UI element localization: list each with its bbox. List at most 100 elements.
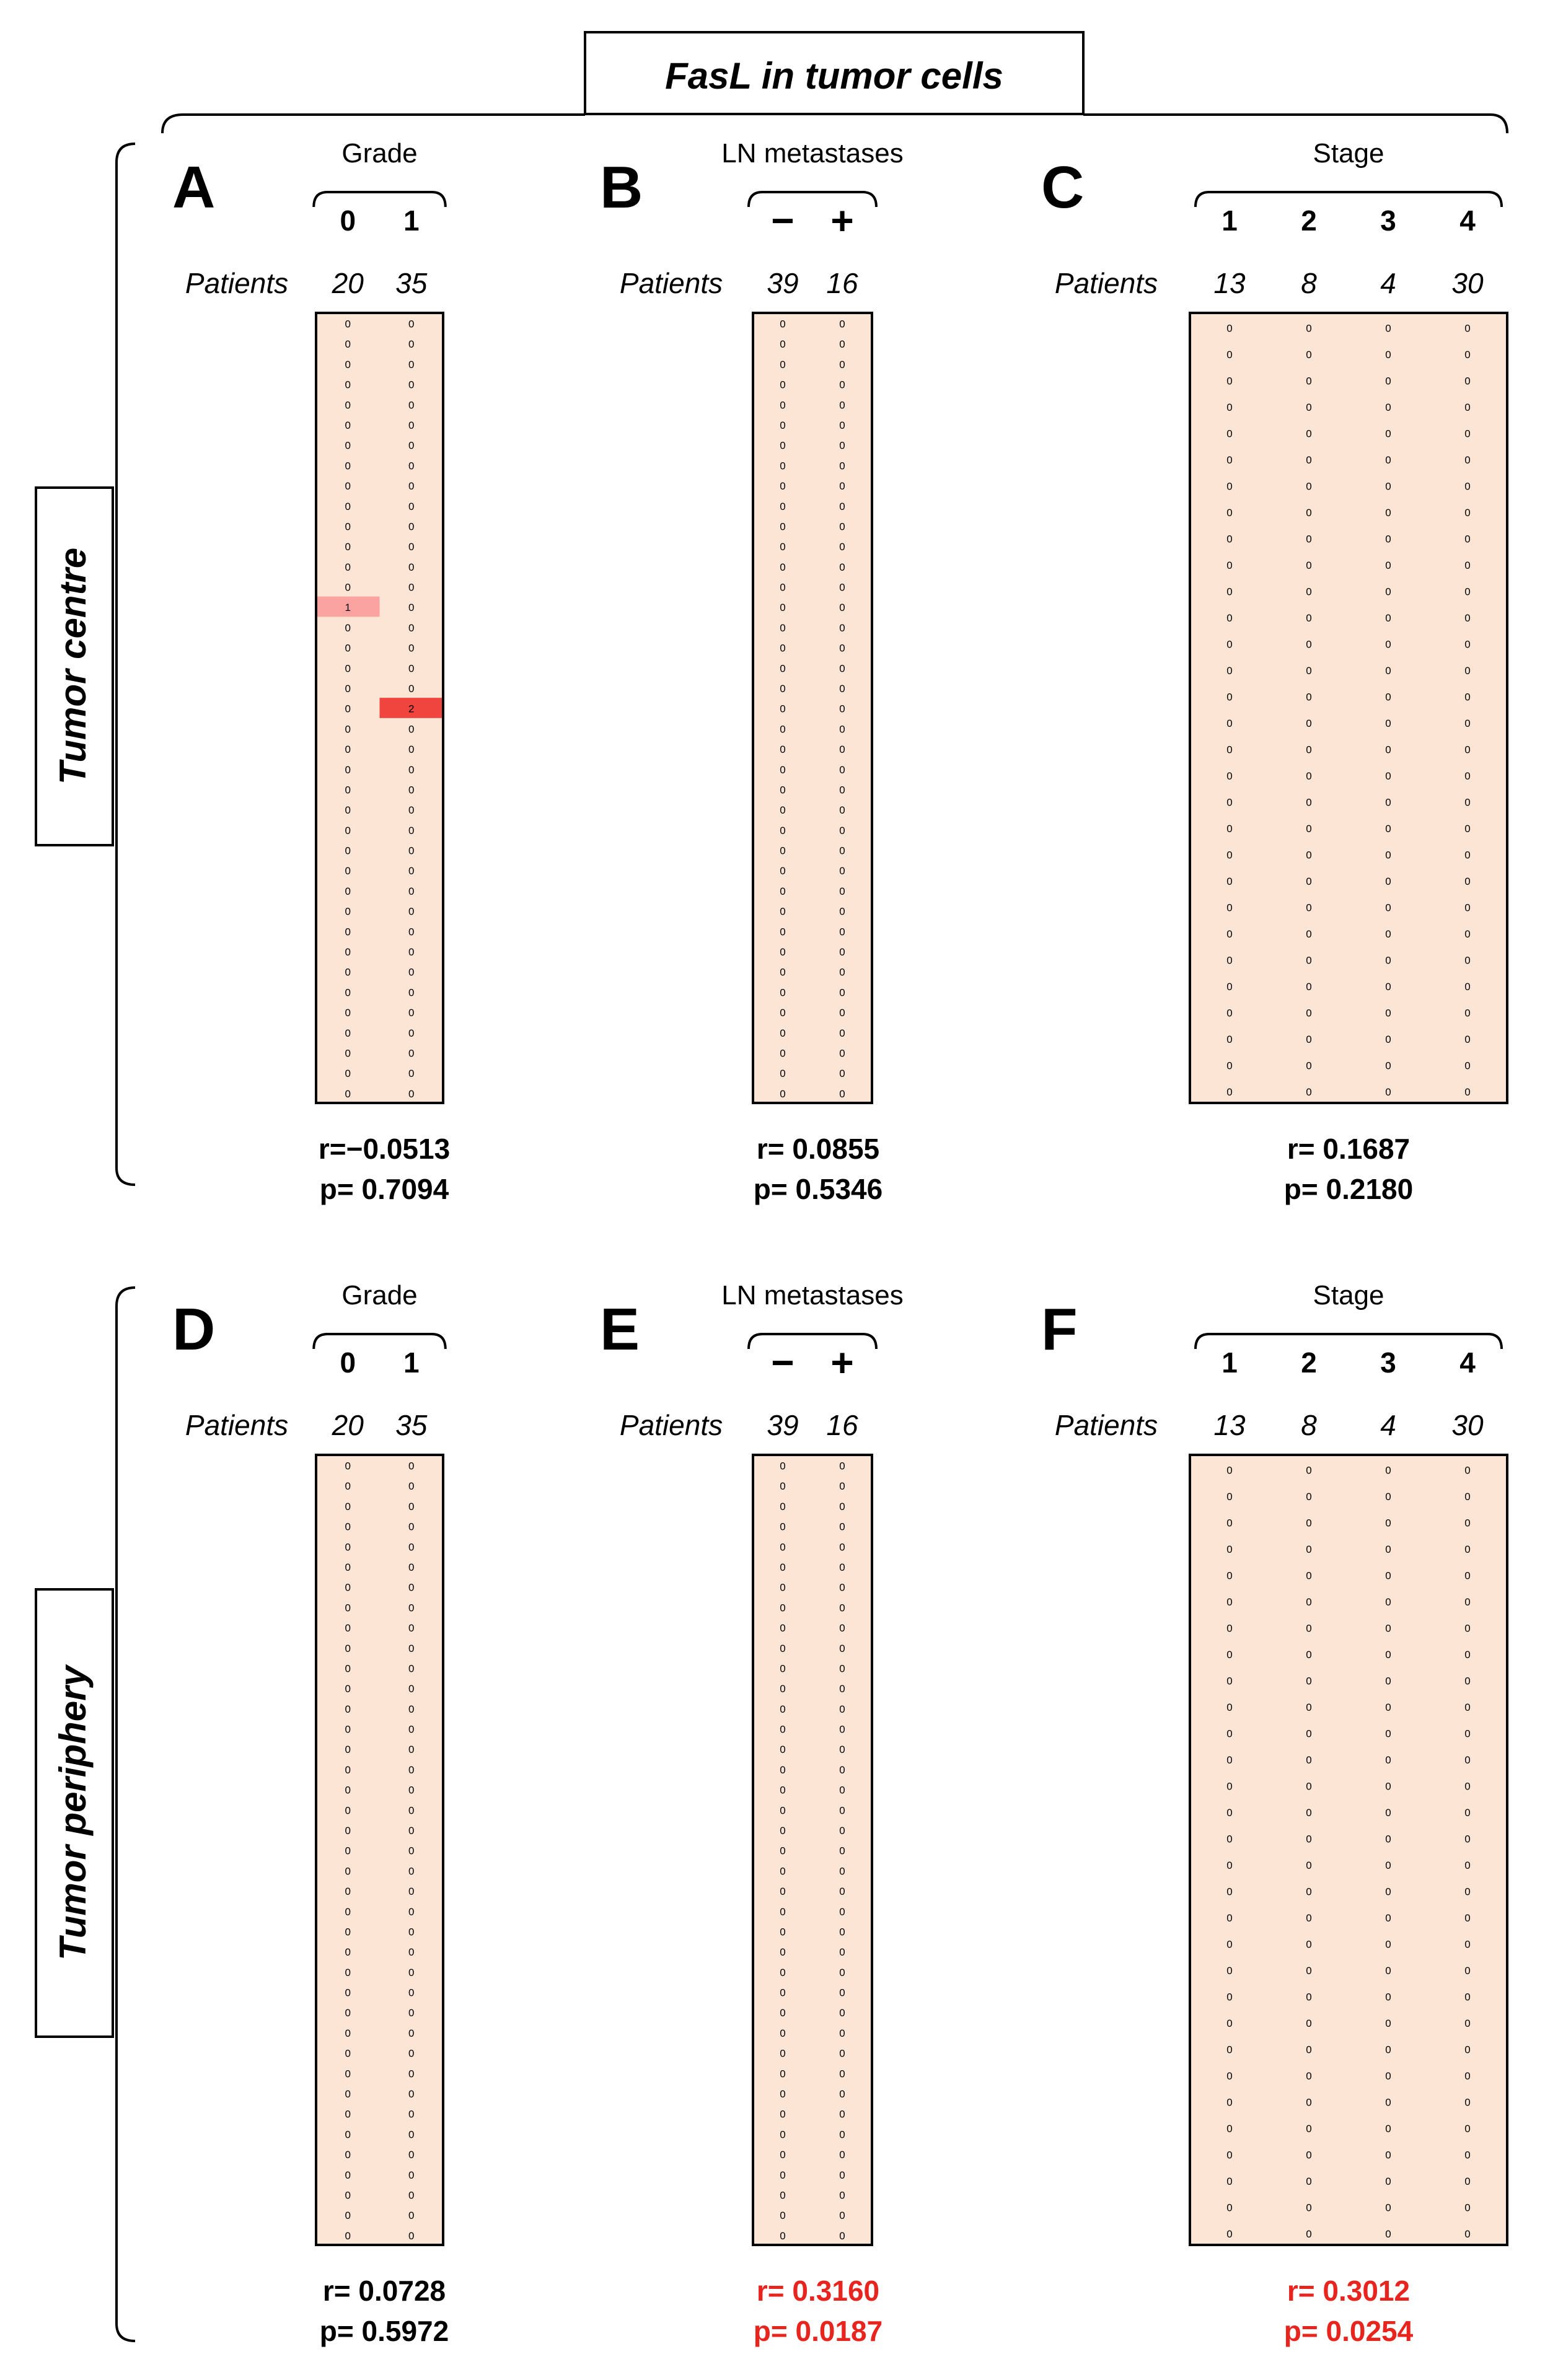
heatmap-cell [1349, 998, 1428, 1025]
cell-score: 0 [1464, 349, 1470, 361]
cell-score: 0 [408, 1561, 414, 1573]
heatmap-cell [1190, 734, 1269, 762]
patient-count: 35 [395, 1409, 428, 1441]
cell-score: 0 [408, 1480, 414, 1492]
cell-score: 0 [780, 1825, 785, 1837]
heatmap-cell [812, 1677, 872, 1698]
heatmap-cell [316, 1082, 380, 1104]
panel-letter: C [1041, 154, 1084, 221]
cell-score: 0 [839, 419, 845, 431]
cell-score: 0 [780, 2128, 785, 2140]
cell-score: 0 [1464, 1465, 1470, 1477]
heatmap-cell [753, 1819, 812, 1840]
heatmap-cell [379, 1860, 443, 1881]
cell-score: 0 [1385, 1965, 1391, 1977]
cell-score: 0 [1306, 507, 1311, 519]
cell-score: 0 [780, 1764, 785, 1776]
heatmap-cell [1269, 1050, 1349, 1078]
cell-score: 0 [1385, 349, 1391, 361]
heatmap-cell [316, 393, 380, 415]
cell-score: 0 [1226, 534, 1232, 545]
cell-score: 0 [408, 723, 414, 735]
heatmap-cell [1190, 1692, 1269, 1719]
cell-score: 0 [839, 1845, 845, 1857]
cell-score: 0 [408, 602, 414, 613]
cell-score: 0 [408, 1724, 414, 1736]
cell-score: 0 [1306, 981, 1311, 993]
cell-score: 0 [1385, 770, 1391, 782]
cell-score: 0 [780, 561, 785, 573]
heatmap-cell [753, 2042, 812, 2063]
row-bracket-centre [115, 143, 136, 1186]
heatmap-cell [1428, 1929, 1507, 1956]
cell-score: 0 [1385, 2097, 1391, 2109]
cell-score: 0 [1385, 797, 1391, 809]
heatmap-cells: 0 0 0 0 0 0 0 0 0 0 0 0 0 0 0 0 0 0 0 0 0 0 0 0 0 0 0 0 0 0 0 0 0 0 0 0 0 0 0 0… [753, 313, 872, 1104]
heatmap-cell [812, 1982, 872, 2003]
heatmap-cell [1428, 1797, 1507, 1824]
heatmap-cell [1190, 2140, 1269, 2167]
heatmap-cell [812, 617, 872, 638]
heatmap-cell [379, 2164, 443, 2185]
heatmap-cell [1269, 418, 1349, 446]
heatmap-cell [1269, 629, 1349, 656]
cell-score: 0 [345, 2169, 351, 2181]
cell-score: 0 [345, 2189, 351, 2201]
cell-score: 0 [1306, 928, 1311, 940]
cell-score: 0 [1464, 402, 1470, 413]
heatmap-cell [753, 1961, 812, 1982]
cell-score: 0 [839, 2048, 845, 2060]
cell-score: 0 [1306, 876, 1311, 887]
heatmap-cell [1190, 840, 1269, 867]
cell-score: 0 [839, 1926, 845, 1938]
cell-score: 0 [1385, 1649, 1391, 1661]
heatmap-cell [316, 637, 380, 658]
heatmap-cell [1269, 1613, 1349, 1640]
heatmap-cell [812, 454, 872, 476]
cell-score: 0 [780, 2169, 785, 2181]
heatmap-cell [1190, 471, 1269, 498]
cell-score: 0 [780, 764, 785, 776]
heatmap-cell [1428, 444, 1507, 472]
cell-score: 0 [1306, 612, 1311, 624]
cell-score: 0 [839, 845, 845, 857]
cell-score: 0 [780, 986, 785, 998]
heatmap-cell [316, 981, 380, 1003]
cell-score: 0 [780, 1480, 785, 1492]
cell-score: 0 [1464, 1702, 1470, 1713]
cell-score: 0 [1464, 876, 1470, 887]
cell-score: 0 [1226, 1060, 1232, 1072]
heatmap-cell [1269, 1876, 1349, 1904]
heatmap-cell [1349, 2008, 1428, 2035]
cell-score: 0 [1226, 1675, 1232, 1687]
heatmap-cell [1269, 682, 1349, 709]
p-value: p= 0.5972 [320, 2315, 449, 2347]
heatmap-cell [753, 1982, 812, 2003]
heatmap-cell [379, 2083, 443, 2104]
heatmap-cell [1269, 366, 1349, 393]
heatmap-cell [316, 859, 380, 880]
cell-score: 0 [1306, 1912, 1311, 1924]
heatmap-cell [316, 1495, 380, 1516]
heatmap-cell [1190, 1508, 1269, 1535]
cell-score: 0 [1226, 902, 1232, 914]
cell-score: 0 [1226, 1991, 1232, 2003]
heatmap-cell [1428, 708, 1507, 735]
cell-score: 0 [345, 967, 351, 978]
heatmap-cell [1428, 1876, 1507, 1904]
cell-score: 0 [1306, 1086, 1311, 1098]
cell-score: 0 [780, 723, 785, 735]
cell-score: 0 [1385, 560, 1391, 571]
heatmap-cell [1428, 760, 1507, 788]
cell-score: 0 [1226, 1702, 1232, 1713]
heatmap-cell [1428, 2192, 1507, 2220]
r-value: r= 0.3160 [757, 2275, 879, 2307]
heatmap-cell [1269, 1692, 1349, 1719]
heatmap-cell [316, 2022, 380, 2043]
cell-score: 0 [1464, 1060, 1470, 1072]
cell-score: 0 [408, 1501, 414, 1513]
cell-score: 0 [408, 744, 414, 755]
heatmap-cell [1349, 734, 1428, 762]
cell-score: 0 [839, 643, 845, 654]
cell-score: 0 [1306, 2097, 1311, 2109]
